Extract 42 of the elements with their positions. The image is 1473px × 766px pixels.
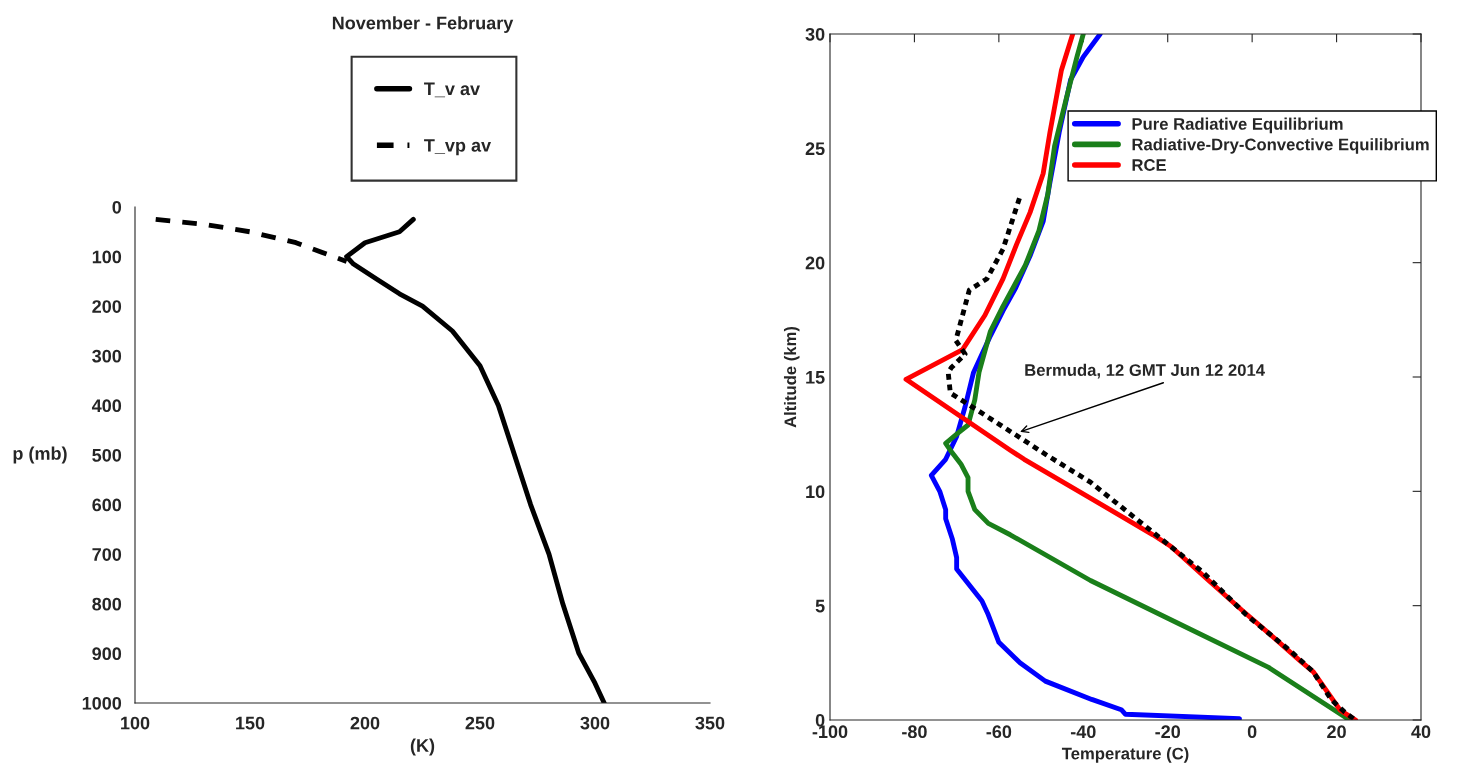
y-tick-label: 300 [92, 349, 122, 363]
legend-label: T_vp av [424, 139, 492, 156]
y-axis-title: p (mb) [13, 446, 67, 464]
y-tick-label: 25 [805, 142, 825, 156]
x-tick-label: 150 [236, 716, 265, 730]
y-tick-label: 700 [92, 548, 122, 561]
legend-label: Radiative-Dry-Convective Equilibrium [1132, 138, 1429, 154]
x-tick-label: -100 [812, 725, 848, 739]
x-tick-label: 200 [350, 716, 380, 730]
y-tick-label: 100 [92, 250, 122, 264]
y-axis-title: Altitude (km) [783, 326, 800, 428]
y-tick-label: 5 [815, 599, 825, 613]
x-tick-label: 100 [121, 716, 150, 730]
x-tick-label: 40 [1411, 725, 1431, 739]
x-tick-label: 350 [695, 716, 725, 730]
legend-label: Pure Radiative Equilibrium [1132, 117, 1343, 134]
x-axis-title: (K) [410, 738, 435, 756]
y-tick-label: 30 [805, 27, 825, 41]
y-tick-label: 20 [805, 256, 825, 270]
legend-label: RCE [1132, 159, 1166, 171]
y-tick-label: 0 [112, 200, 122, 214]
x-tick-label: 0 [1247, 725, 1257, 739]
x-tick-label: 300 [580, 716, 610, 730]
y-tick-label: 900 [92, 647, 122, 661]
legend-label: T_v av [424, 82, 480, 98]
x-tick-label: 250 [465, 716, 495, 730]
x-tick-label: 20 [1327, 725, 1346, 739]
x-tick-label: -40 [1070, 725, 1096, 739]
y-tick-label: 200 [92, 300, 122, 313]
annotation: Bermuda, 12 GMT Jun 12 2014 [1025, 363, 1265, 379]
x-tick-label: -60 [986, 725, 1012, 739]
y-tick-label: 15 [806, 371, 825, 384]
y-tick-label: 800 [92, 597, 122, 611]
y-tick-label: 500 [92, 448, 122, 462]
y-tick-label: 400 [91, 399, 122, 413]
y-tick-label: 600 [92, 498, 122, 512]
x-tick-label: -80 [902, 725, 927, 739]
y-tick-label: 1000 [82, 696, 122, 710]
y-tick-label: 10 [806, 485, 825, 499]
x-axis-title: Temperature (C) [1061, 747, 1189, 763]
chart-title: November - February [332, 16, 514, 33]
x-tick-label: -20 [1155, 725, 1181, 739]
